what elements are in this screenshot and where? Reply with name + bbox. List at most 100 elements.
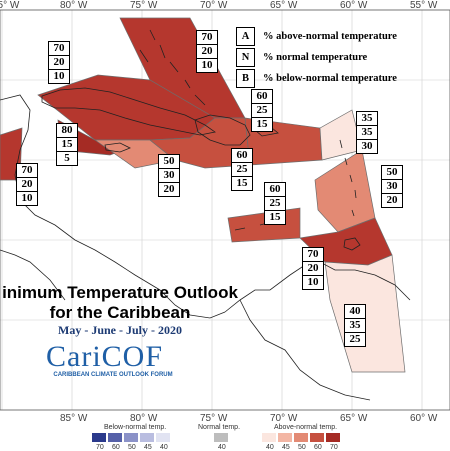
lon-label: 70° W [270, 413, 298, 424]
lon-label: 60° W [340, 0, 368, 11]
prob-below: 15 [236, 177, 248, 189]
scale-below-label: Below-normal temp. [104, 424, 167, 431]
lon-label: 75° W [200, 413, 228, 424]
scale-swatch [108, 433, 122, 442]
scale-tick: 60 [112, 444, 120, 451]
lon-label: 65° W [340, 413, 368, 424]
prob-above: 80 [57, 124, 77, 138]
prob-box-abc-islands: 60 25 15 [264, 182, 286, 225]
key-text: % below-normal temperature [263, 73, 397, 84]
prob-above: 40 [345, 305, 365, 319]
scale-swatch [326, 433, 340, 442]
prob-above: 35 [357, 112, 377, 126]
prob-box-cuba-east: 70 20 10 [16, 163, 38, 206]
prob-below: 20 [386, 194, 398, 206]
prob-below: 15 [256, 118, 268, 130]
scale-tick: 50 [298, 444, 306, 451]
lon-label: 85° W [0, 0, 20, 11]
prob-normal: 15 [57, 138, 77, 152]
key-letter: A [236, 27, 255, 46]
scale-tick: 60 [314, 444, 322, 451]
prob-normal: 30 [159, 169, 179, 183]
scale-swatch [124, 433, 138, 442]
key-row-above: A % above-normal temperature [236, 26, 416, 47]
scale-tick: 70 [330, 444, 338, 451]
key-letter: B [236, 69, 255, 88]
lon-label: 75° W [130, 0, 158, 11]
prob-box-cayman: 80 15 5 [56, 123, 78, 166]
prob-above: 70 [303, 248, 323, 262]
scale-swatch [92, 433, 106, 442]
prob-box-jamaica: 50 30 20 [158, 154, 180, 197]
lon-label: 70° W [200, 0, 228, 11]
prob-below: 30 [361, 140, 373, 152]
lon-label: 60° W [410, 413, 438, 424]
prob-normal: 20 [17, 178, 37, 192]
prob-above: 60 [232, 149, 252, 163]
prob-above: 50 [159, 155, 179, 169]
prob-above: 50 [382, 166, 402, 180]
caricof-logo: CariCOF [46, 340, 164, 373]
key-text: % above-normal temperature [263, 31, 397, 42]
scale-tick: 40 [266, 444, 274, 451]
prob-above: 70 [197, 31, 217, 45]
scale-tick: 45 [144, 444, 152, 451]
prob-below: 10 [307, 276, 319, 288]
lon-label: 80° W [130, 413, 158, 424]
prob-box-puerto-rico: 60 25 15 [231, 148, 253, 191]
key-letter: N [236, 48, 255, 67]
prob-above: 70 [49, 42, 69, 56]
prob-box-guianas: 40 35 25 [344, 304, 366, 347]
caricof-logo-subtitle: CARIBBEAN CLIMATE OUTLOOK FORUM [53, 372, 173, 378]
key-text: % normal temperature [263, 52, 368, 63]
key-row-below: B % below-normal temperature [236, 68, 416, 89]
forecast-period: May - June - July - 2020 [58, 323, 182, 337]
title-line-2: for the Caribbean [49, 303, 191, 322]
map-title: inimum Temperature Outlook for the Carib… [0, 283, 240, 323]
title-line-1: inimum Temperature Outlook [2, 283, 238, 302]
prob-below: 10 [201, 59, 213, 71]
lon-label: 85° W [60, 413, 88, 424]
prob-below: 10 [53, 70, 65, 82]
prob-box-cuba-west: 70 20 10 [48, 41, 70, 84]
prob-normal: 25 [265, 197, 285, 211]
prob-box-windwards: 50 30 20 [381, 165, 403, 208]
scale-tick: 40 [160, 444, 168, 451]
prob-box-trinidad: 70 20 10 [302, 247, 324, 290]
lon-label: 80° W [60, 0, 88, 11]
probability-key: A % above-normal temperature N % normal … [236, 26, 416, 89]
scale-swatch [214, 433, 228, 442]
prob-normal: 35 [357, 126, 377, 140]
prob-above: 60 [265, 183, 285, 197]
scale-swatch [156, 433, 170, 442]
scale-tick: 70 [96, 444, 104, 451]
prob-below: 15 [269, 211, 281, 223]
scale-tick: 40 [218, 444, 226, 451]
prob-normal: 20 [197, 45, 217, 59]
scale-swatch [294, 433, 308, 442]
prob-normal: 35 [345, 319, 365, 333]
key-row-normal: N % normal temperature [236, 47, 416, 68]
prob-box-northern-leewards: 35 35 30 [356, 111, 378, 154]
lon-label: 55° W [410, 0, 438, 11]
prob-normal: 20 [303, 262, 323, 276]
prob-above: 70 [17, 164, 37, 178]
prob-below: 10 [21, 192, 33, 204]
scale-normal-label: Normal temp. [198, 424, 241, 431]
prob-normal: 20 [49, 56, 69, 70]
scale-swatch [262, 433, 276, 442]
scale-swatch [310, 433, 324, 442]
lon-label: 65° W [270, 0, 298, 11]
scale-above-label: Above-normal temp. [274, 424, 338, 431]
scale-swatch [278, 433, 292, 442]
prob-below: 5 [64, 152, 70, 164]
scale-tick: 45 [282, 444, 290, 451]
prob-box-hispaniola: 60 25 15 [251, 89, 273, 132]
prob-above: 60 [252, 90, 272, 104]
prob-below: 20 [163, 183, 175, 195]
prob-normal: 30 [382, 180, 402, 194]
prob-below: 25 [349, 333, 361, 345]
prob-box-bahamas: 70 20 10 [196, 30, 218, 73]
prob-normal: 25 [252, 104, 272, 118]
